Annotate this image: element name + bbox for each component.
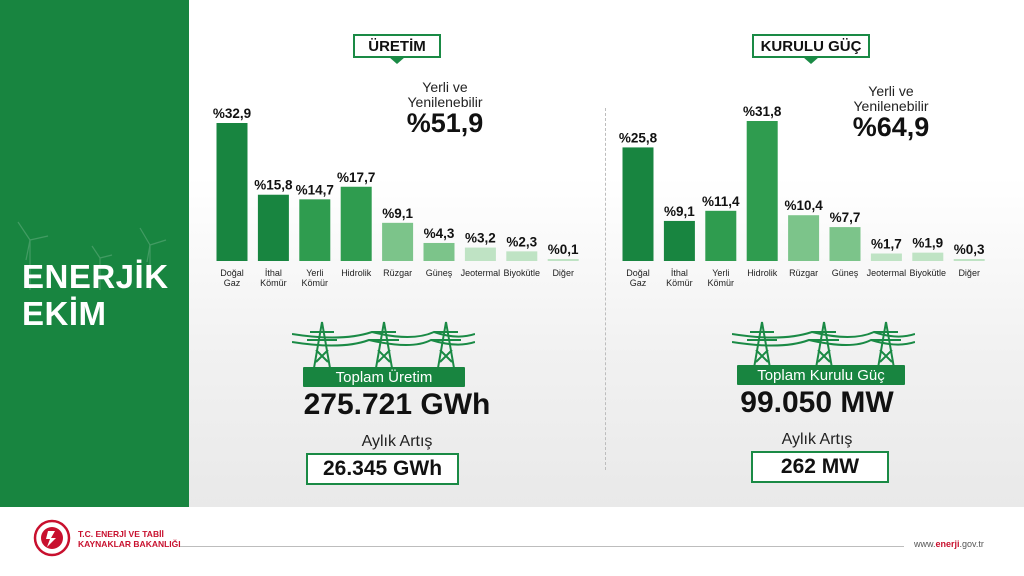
bar-7 <box>912 252 944 261</box>
category-label: Doğal Gaz <box>626 268 650 288</box>
category-label: İthal Kömür <box>260 268 287 288</box>
url-brand: enerji <box>935 539 960 549</box>
sidebar: ENERJİK EKİM <box>0 0 189 507</box>
capacity-bar-chart: %25,8 Doğal Gaz %9,1 İthal Kömür %11,4 Yerli Köm… <box>619 104 985 288</box>
sidebar-title-line1: ENERJİK <box>22 258 169 295</box>
capacity-total-value: 99.050 MW <box>740 386 894 419</box>
capacity-monthly-label: Aylık Artış <box>781 431 853 448</box>
production-local-value: %51,9 <box>406 108 484 138</box>
bar-1 <box>257 194 289 261</box>
category-label: Biyokütle <box>910 268 947 278</box>
category-label: İthal Kömür <box>666 268 693 288</box>
capacity-local-label-line1: Yerli ve <box>868 83 914 99</box>
bar-value-label: %17,7 <box>337 170 375 185</box>
bar-value-label: %0,3 <box>954 242 985 257</box>
bar-3 <box>340 186 372 261</box>
bar-value-label: %7,7 <box>830 210 861 225</box>
bar-6 <box>870 253 902 261</box>
footer <box>0 507 1024 576</box>
sidebar-title: ENERJİK EKİM <box>22 258 169 332</box>
category-label: Hidrolik <box>747 268 778 278</box>
category-label: Jeotermal <box>461 268 501 278</box>
bar-7 <box>506 251 538 261</box>
category-label: Jeotermal <box>867 268 907 278</box>
capacity-local-label: Yerli ve Yenilenebilir <box>821 84 961 114</box>
production-monthly-label: Aylık Artış <box>361 433 433 450</box>
category-label: Rüzgar <box>383 268 412 278</box>
wind-turbines-decoration <box>17 221 167 290</box>
footer-divider <box>180 546 904 547</box>
url-suffix: .gov.tr <box>959 539 984 549</box>
bar-2 <box>299 199 331 261</box>
panel-divider <box>605 108 606 470</box>
production-local-label-line1: Yerli ve <box>422 79 468 95</box>
bar-value-label: %32,9 <box>213 106 251 121</box>
bar-5 <box>829 227 861 261</box>
capacity-panel: KURULU GÜÇ Yerli ve Yenilenebilir %64,9 … <box>607 0 1024 507</box>
category-label: Rüzgar <box>789 268 818 278</box>
category-label: Hidrolik <box>341 268 372 278</box>
production-total-value: 275.721 GWh <box>303 388 491 421</box>
url-prefix: www. <box>914 539 936 549</box>
power-towers-icon <box>292 321 475 368</box>
sidebar-title-line2: EKİM <box>22 295 107 332</box>
main-content: ÜRETİM Yerli ve Yenilenebilir %51,9 %32,… <box>189 0 1024 507</box>
bar-3 <box>746 121 778 261</box>
bar-0 <box>622 147 654 261</box>
capacity-local-value: %64,9 <box>852 112 930 142</box>
production-monthly-value: 26.345 GWh <box>306 453 459 485</box>
ministry-name-line1: T.C. ENERJİ VE TABİİ <box>78 529 164 539</box>
website-link[interactable]: www.enerji.gov.tr <box>914 539 984 549</box>
capacity-badge-pointer <box>803 57 819 64</box>
bar-value-label: %25,8 <box>619 130 658 145</box>
power-towers-icon <box>732 321 915 368</box>
ministry-name: T.C. ENERJİ VE TABİİ KAYNAKLAR BAKANLIĞI <box>78 529 181 549</box>
bar-5 <box>423 242 455 261</box>
production-total-label: Toplam Üretim <box>303 367 465 387</box>
bar-value-label: %1,7 <box>871 237 902 252</box>
bar-value-label: %9,1 <box>664 204 695 219</box>
bar-value-label: %31,8 <box>743 104 782 119</box>
category-label: Biyokütle <box>504 268 541 278</box>
bar-6 <box>464 247 496 261</box>
bar-8 <box>953 259 985 261</box>
production-badge: ÜRETİM <box>353 34 441 58</box>
bar-value-label: %10,4 <box>784 198 823 213</box>
bar-8 <box>547 259 579 261</box>
production-local-label-line2: Yenilenebilir <box>407 94 483 110</box>
capacity-local-label-line2: Yenilenebilir <box>853 98 929 114</box>
capacity-total-label: Toplam Kurulu Güç <box>737 365 905 385</box>
production-bar-chart: %32,9 Doğal Gaz %15,8 İthal Kömür %14,7 Yerli Kö… <box>213 106 579 288</box>
bar-4 <box>382 222 414 261</box>
capacity-badge: KURULU GÜÇ <box>752 34 870 58</box>
category-label: Doğal Gaz <box>220 268 244 288</box>
bar-value-label: %14,7 <box>296 182 334 197</box>
bar-value-label: %9,1 <box>382 206 413 221</box>
category-label: Yerli Kömür <box>302 268 329 288</box>
bar-value-label: %1,9 <box>912 236 943 251</box>
bar-value-label: %11,4 <box>702 194 740 209</box>
bar-value-label: %4,3 <box>424 226 455 241</box>
category-label: Diğer <box>958 268 980 278</box>
category-label: Yerli Kömür <box>708 268 735 288</box>
ministry-logo-icon <box>33 519 71 557</box>
bar-2 <box>705 210 737 261</box>
production-panel: ÜRETİM Yerli ve Yenilenebilir %51,9 %32,… <box>189 0 605 507</box>
category-label: Güneş <box>426 268 453 278</box>
production-local-label: Yerli ve Yenilenebilir <box>375 80 515 110</box>
production-badge-pointer <box>389 57 405 64</box>
category-label: Güneş <box>832 268 859 278</box>
ministry-name-line2: KAYNAKLAR BAKANLIĞI <box>78 539 181 549</box>
bar-value-label: %0,1 <box>548 242 579 257</box>
category-label: Diğer <box>552 268 574 278</box>
bar-value-label: %3,2 <box>465 231 496 246</box>
bar-value-label: %2,3 <box>506 234 537 249</box>
capacity-monthly-value: 262 MW <box>751 451 889 483</box>
bar-1 <box>663 220 695 261</box>
bar-value-label: %15,8 <box>254 178 293 193</box>
bar-0 <box>216 123 248 261</box>
bar-4 <box>788 215 820 261</box>
